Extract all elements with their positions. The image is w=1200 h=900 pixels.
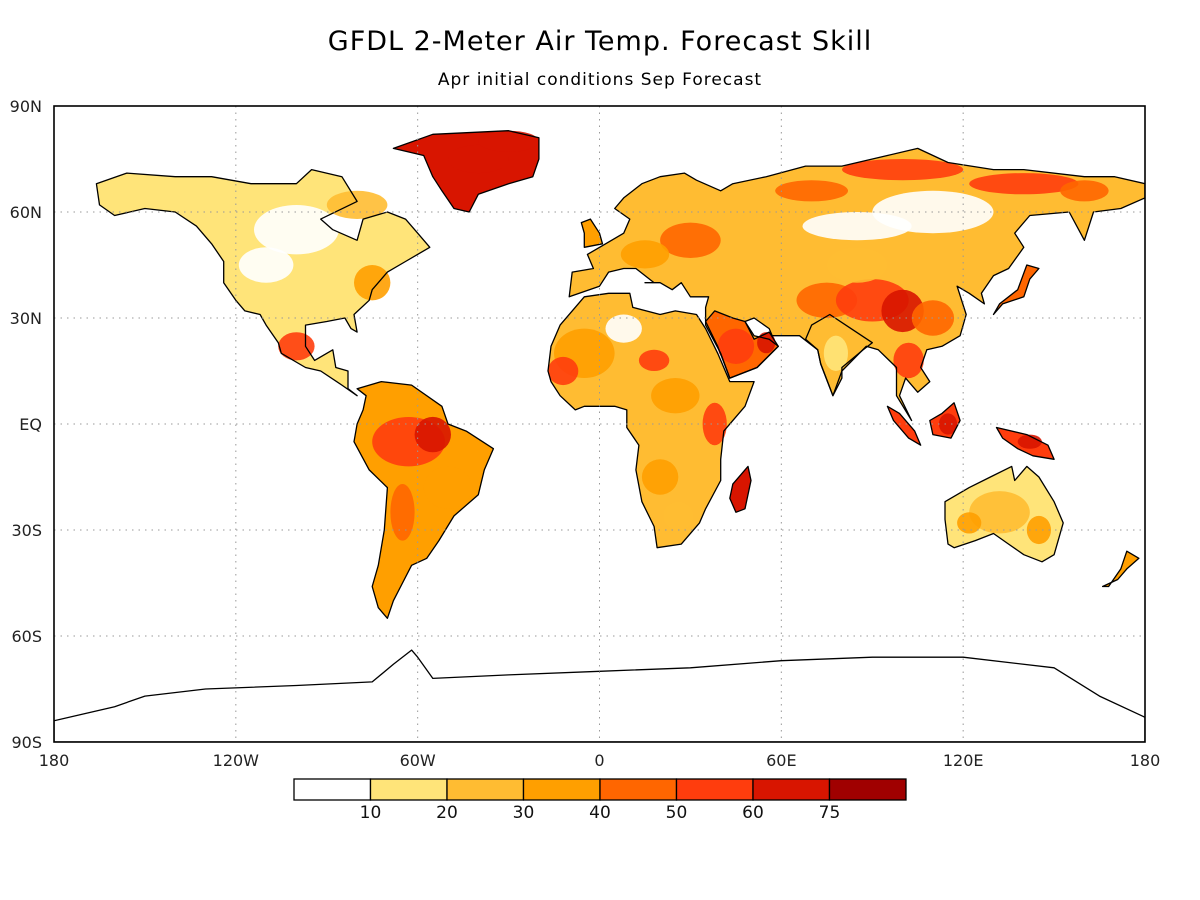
coastline-australia	[944, 465, 1064, 563]
skill-patch	[938, 413, 958, 435]
skill-patch	[478, 130, 539, 152]
lon-label: 60W	[400, 751, 436, 770]
skill-patch	[326, 190, 388, 219]
longitude-labels: 180 120W 60W 0 60E 120E 180	[39, 751, 1161, 770]
coastline-north-america	[95, 168, 431, 397]
lon-label: 120W	[213, 751, 260, 770]
land-fill-new-zealand	[1102, 551, 1139, 587]
land-fill-sumatra	[887, 406, 921, 446]
lon-label: 60E	[766, 751, 796, 770]
lat-label: 90N	[10, 97, 42, 116]
skill-patch	[423, 466, 473, 509]
skill-patch	[414, 416, 451, 453]
coastline-india	[804, 313, 873, 397]
colorbar-label: 60	[742, 803, 764, 823]
lat-label: 30S	[11, 521, 42, 540]
lat-label: 90S	[11, 733, 42, 752]
colorbar-swatch	[446, 778, 525, 801]
lat-label: 60S	[11, 627, 42, 646]
map-frame	[53, 105, 1146, 743]
skill-patch	[390, 484, 415, 541]
coastline-south-america	[353, 380, 495, 619]
skill-patch	[620, 240, 670, 269]
lon-label: 180	[1130, 751, 1161, 770]
land-fill-japan	[993, 265, 1039, 315]
land-fill-uk	[581, 219, 603, 248]
colorbar-label: 75	[819, 803, 841, 823]
colorbar-label: 30	[513, 803, 535, 823]
colorbar-label: 50	[666, 803, 688, 823]
skill-patch	[605, 314, 642, 343]
coastline-borneo	[929, 402, 961, 439]
coastline-antarctica	[54, 649, 1145, 742]
skill-patch	[638, 349, 670, 371]
lat-label: EQ	[19, 415, 42, 434]
lat-label: 60N	[10, 203, 42, 222]
skill-patch	[278, 332, 315, 361]
coastline-sumatra	[886, 405, 922, 446]
skill-patch	[717, 328, 755, 364]
skill-patch	[702, 402, 727, 446]
colorbar-swatch	[752, 778, 831, 801]
skill-patch	[660, 222, 721, 258]
coastline-africa	[547, 292, 755, 549]
lat-label: 30N	[10, 309, 42, 328]
coastline-japan	[992, 264, 1040, 316]
colorbar-swatch	[369, 778, 448, 801]
skill-patch	[969, 491, 1030, 534]
coastline-greenland	[392, 130, 540, 213]
colorbar-label: 10	[360, 803, 382, 823]
lon-label: 0	[594, 751, 604, 770]
colorbar-swatch	[675, 778, 754, 801]
skill-patch	[823, 335, 849, 371]
skill-patch	[893, 342, 924, 379]
latitude-labels: 90N 60N 30N EQ 30S 60S 90S	[10, 97, 42, 752]
coastline-new-guinea	[995, 426, 1055, 460]
colorbar-swatch	[293, 778, 372, 801]
skill-patch	[1026, 515, 1051, 545]
colorbar-swatch	[599, 778, 678, 801]
skill-patch	[663, 501, 694, 530]
lon-label: 120E	[943, 751, 984, 770]
skill-patch	[826, 247, 888, 283]
chart-title: GFDL 2-Meter Air Temp. Forecast Skill	[327, 26, 873, 57]
skill-patch	[802, 212, 912, 241]
skill-patch	[775, 180, 848, 202]
skill-patch	[354, 265, 391, 301]
land-fill-antarctica	[54, 650, 1145, 742]
land-fill-north-america	[96, 169, 430, 396]
skill-patch	[448, 144, 509, 174]
skill-patch	[842, 159, 964, 181]
coastline-madagascar	[729, 465, 752, 513]
skill-patch	[651, 378, 700, 414]
skill-patch	[957, 512, 982, 534]
skill-patch	[238, 247, 294, 283]
chart-subtitle: Apr initial conditions Sep Forecast	[437, 70, 763, 90]
colorbar-label: 40	[589, 803, 611, 823]
coastline-uk	[580, 218, 604, 248]
colorbar-swatch	[828, 778, 907, 801]
colorbar: 10 20 30 40 50 60 75	[293, 778, 907, 823]
skill-patch	[254, 205, 339, 255]
lon-label: 180	[39, 751, 70, 770]
colorbar-label: 20	[436, 803, 458, 823]
skill-patch	[641, 459, 679, 495]
colorbar-swatch	[522, 778, 601, 801]
skill-patch	[1060, 180, 1109, 202]
skill-patch	[547, 356, 579, 386]
coastline-eurasia	[568, 147, 1145, 422]
skill-patch	[1017, 434, 1042, 449]
coastline-new-zealand	[1101, 550, 1140, 588]
coastline-arabia	[704, 310, 779, 379]
land-layer	[54, 130, 1145, 742]
skill-patch	[969, 173, 1079, 195]
land-fill-madagascar	[729, 466, 751, 513]
